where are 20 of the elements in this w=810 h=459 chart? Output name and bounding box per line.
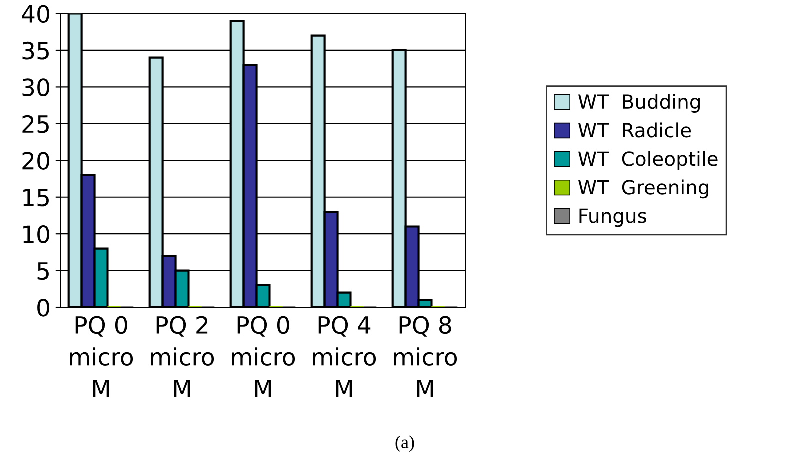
legend-label: WT Coleoptile (578, 151, 718, 170)
legend-label: WT Greening (578, 180, 708, 199)
x-tick-label: PQ 0 micro M (70, 316, 134, 398)
legend-label: Fungus (580, 208, 646, 228)
x-tick-label: PQ 4 micro M (313, 316, 376, 398)
y-tick-label: 10 (24, 226, 50, 244)
y-tick-label: 30 (22, 78, 50, 97)
y-tick-label: 35 (22, 42, 49, 60)
legend-label: WT Radicle (578, 122, 692, 138)
x-tick-label: PQ 2 micro M (151, 316, 214, 398)
y-tick-label: 15 (24, 189, 49, 207)
y-tick-label: 5 (38, 262, 49, 280)
y-tick-label: 20 (22, 152, 50, 170)
y-tick-label: 0 (38, 298, 50, 317)
x-tick-label: PQ 8 micro M (394, 316, 458, 398)
text: (a) (396, 436, 414, 452)
y-tick-label: 25 (22, 115, 49, 134)
y-tick-label: 40 (22, 5, 50, 24)
x-tick-label: PQ 0 micro M (232, 316, 296, 398)
legend-label: WT Budding (578, 94, 700, 113)
